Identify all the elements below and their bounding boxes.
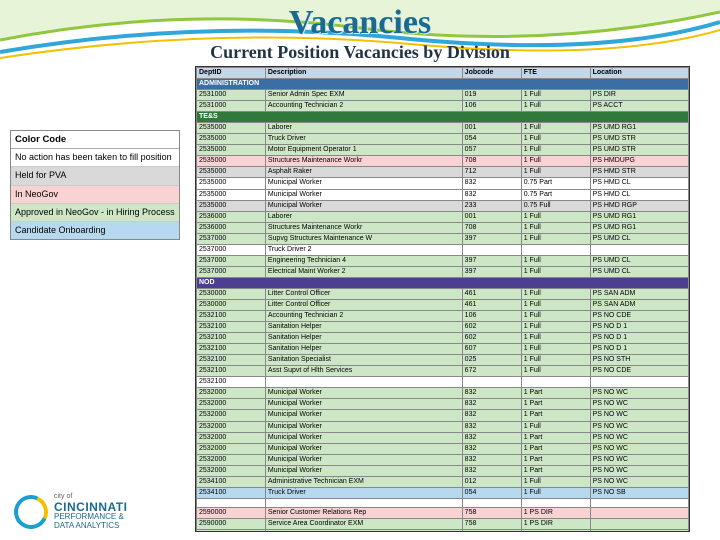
cincinnati-c-icon xyxy=(9,490,53,534)
table-row: 2532000Municipal Worker8321 PartPS NO WC xyxy=(197,410,689,421)
page-title: Vacancies xyxy=(0,4,720,42)
table-row: 2530000Litter Control Officer4611 FullPS… xyxy=(197,288,689,299)
table-row: 2532100Sanitation Helper6021 FullPS NO D… xyxy=(197,333,689,344)
legend-header: Color Code xyxy=(11,131,179,149)
table-row: 2536000Structures Maintenance Workr7081 … xyxy=(197,222,689,233)
table-row xyxy=(197,498,689,507)
table-row: 2537000Electrical Maint Worker 23971 Ful… xyxy=(197,266,689,277)
section-row: ADMINISTRATION xyxy=(197,79,689,90)
table-row: 2532100Asst Supvt of Hlth Services6721 F… xyxy=(197,366,689,377)
table-row: 2534100Truck Driver0541 FullPS NO SB xyxy=(197,487,689,498)
table-row: 2530000Litter Control Officer4611 FullPS… xyxy=(197,299,689,310)
legend-row: Held for PVA xyxy=(11,167,179,185)
table-row: 2532100 xyxy=(197,377,689,388)
page-subtitle: Current Position Vacancies by Division xyxy=(0,42,720,63)
table-row: 2535000Motor Equipment Operator 10571 Fu… xyxy=(197,145,689,156)
footer-logo: city of CINCINNATI PERFORMANCE & DATA AN… xyxy=(14,493,127,530)
legend-row: In NeoGov xyxy=(11,186,179,204)
table-row: 2535000Municipal Worker2330.75 FullPS HM… xyxy=(197,200,689,211)
table-row: 2534100Administrative Technician EXM0121… xyxy=(197,476,689,487)
column-header: DeptID xyxy=(197,68,266,79)
table-row: 2532100Sanitation Helper6021 FullPS NO D… xyxy=(197,322,689,333)
table-row: 2532100Accounting Technician 21061 FullP… xyxy=(197,311,689,322)
table-row: 2535000Municipal Worker8320.75 PartPS HM… xyxy=(197,189,689,200)
table-row: 2537000Truck Driver 2 xyxy=(197,244,689,255)
color-legend: Color Code No action has been taken to f… xyxy=(10,130,180,240)
table-row: 2532000Municipal Worker8321 PartPS NO WC xyxy=(197,432,689,443)
table-row: 2532000Municipal Worker8321 PartPS NO WC xyxy=(197,388,689,399)
section-row: NOD xyxy=(197,277,689,288)
section-row: TE&S xyxy=(197,112,689,123)
table-row: 2532000Municipal Worker8321 PartPS NO WC xyxy=(197,454,689,465)
legend-row: No action has been taken to fill positio… xyxy=(11,149,179,167)
legend-row: Candidate Onboarding xyxy=(11,222,179,239)
table-row: 2531000Accounting Technician 21061 FullP… xyxy=(197,101,689,112)
legend-row: Approved in NeoGov - in Hiring Process xyxy=(11,204,179,222)
column-header: FTE xyxy=(521,68,590,79)
table-row: 2590000Laborer0011 FullPS DIR xyxy=(197,529,689,532)
table-row: 2532000Municipal Worker8321 FullPS NO WC xyxy=(197,421,689,432)
column-header: Location xyxy=(590,68,688,79)
table-row: 2531000Senior Admin Spec EXM0191 FullPS … xyxy=(197,90,689,101)
table-row: 2532000Municipal Worker8321 PartPS NO WC xyxy=(197,465,689,476)
table-row: 2532100Sanitation Helper6071 FullPS NO D… xyxy=(197,344,689,355)
table-row: 2537000Engineering Technician 43971 Full… xyxy=(197,255,689,266)
column-header: Jobcode xyxy=(462,68,521,79)
vacancies-table: DeptIDDescriptionJobcodeFTELocation ADMI… xyxy=(195,66,690,532)
table-row: 2590000Service Area Coordinator EXM7581 … xyxy=(197,518,689,529)
table-row: 2535000Structures Maintenance Workr7081 … xyxy=(197,156,689,167)
table-row: 2590000Senior Customer Relations Rep7581… xyxy=(197,507,689,518)
table-row: 2535000Truck Driver0541 FullPS UMD STR xyxy=(197,134,689,145)
table-row: 2535000Asphalt Raker7121 FullPS HMD STR xyxy=(197,167,689,178)
footer-text: city of CINCINNATI PERFORMANCE & DATA AN… xyxy=(54,493,127,530)
table-row: 2532100Sanitation Specialist0251 FullPS … xyxy=(197,355,689,366)
column-header: Description xyxy=(265,68,462,79)
table-row: 2532000Municipal Worker8321 PartPS NO WC xyxy=(197,399,689,410)
table-row: 2535000Laborer0011 FullPS UMD RG1 xyxy=(197,123,689,134)
table-row: 2532000Municipal Worker8321 PartPS NO WC xyxy=(197,443,689,454)
table-row: 2536000Laborer0011 FullPS UMD RG1 xyxy=(197,211,689,222)
table-row: 2535000Municipal Worker8320.75 PartPS HM… xyxy=(197,178,689,189)
table-row: 2537000Supvg Structures Maintenance W397… xyxy=(197,233,689,244)
